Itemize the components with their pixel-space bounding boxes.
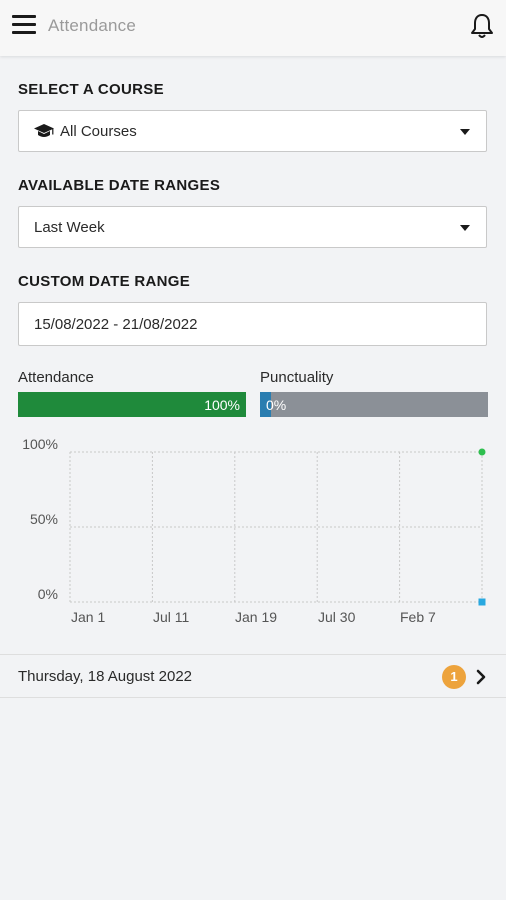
course-select[interactable]: All Courses [18,110,487,152]
attendance-value: 100% [204,397,240,413]
chevron-down-icon [460,129,470,135]
app-header: Attendance [0,0,506,56]
attendance-chart: 100% 50% 0% Jan 1 Jul 11 Jan 19 Jul 30 F… [22,436,486,625]
chart-grid [69,451,483,603]
punctuality-value: 0% [266,397,287,413]
y-tick-label: 100% [22,436,58,452]
punctuality-progress-bar: 0% [260,392,488,417]
x-tick-label: Feb 7 [400,609,436,625]
date-ranges-section-label: AVAILABLE DATE RANGES [18,177,221,194]
count-badge: 1 [442,665,466,689]
punctuality-data-point [478,598,486,606]
x-tick-label: Jan 19 [235,609,277,625]
hamburger-menu-icon[interactable] [12,15,36,35]
chevron-down-icon [460,225,470,231]
day-list-item[interactable]: Thursday, 18 August 2022 1 [0,654,506,698]
x-tick-label: Jan 1 [71,609,105,625]
day-label: Thursday, 18 August 2022 [18,668,193,685]
date-range-select[interactable]: Last Week [18,206,487,248]
graduation-cap-icon [34,124,54,137]
course-select-value: All Courses [60,123,137,140]
attendance-progress-bar: 100% [18,392,246,417]
custom-range-section-label: CUSTOM DATE RANGE [18,273,191,290]
bell-icon[interactable] [468,12,496,40]
x-tick-label: Jul 11 [153,609,190,625]
chart-points [478,448,486,606]
chevron-right-icon [476,669,486,685]
y-tick-label: 0% [38,586,58,602]
attendance-label: Attendance [18,369,94,386]
punctuality-progress-fill [260,392,271,417]
x-tick-label: Jul 30 [318,609,356,625]
custom-date-range-value: 15/08/2022 - 21/08/2022 [34,316,198,333]
y-axis-ticks: 100% 50% 0% [22,436,58,602]
custom-date-range-input[interactable]: 15/08/2022 - 21/08/2022 [18,302,487,346]
attendance-data-point [478,448,486,456]
y-tick-label: 50% [30,511,58,527]
punctuality-label: Punctuality [260,369,334,386]
x-axis-ticks: Jan 1 Jul 11 Jan 19 Jul 30 Feb 7 [71,609,436,625]
course-section-label: SELECT A COURSE [18,81,164,98]
page-title: Attendance [48,16,137,35]
date-range-select-value: Last Week [34,219,105,236]
